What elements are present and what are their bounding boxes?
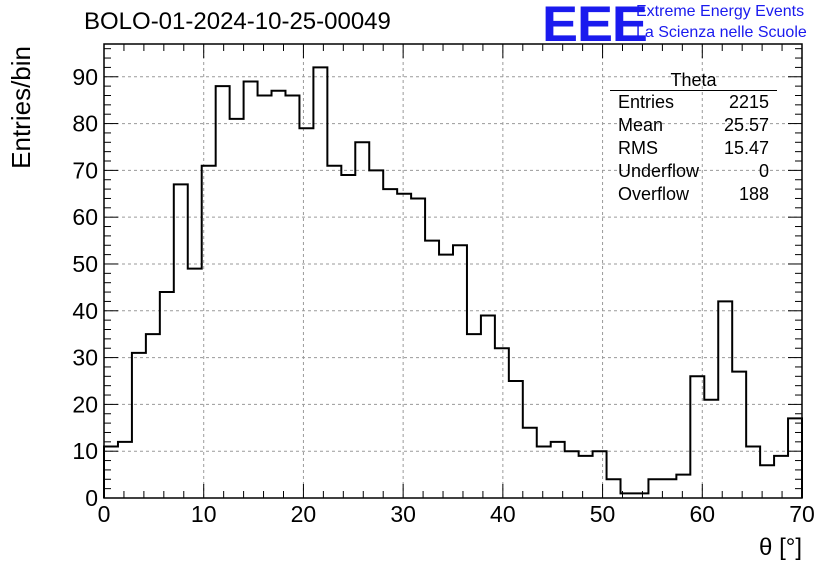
histogram-bin (272, 91, 286, 498)
histogram-bin (495, 348, 509, 498)
histogram-bin (732, 372, 746, 498)
histogram-bin (704, 400, 718, 498)
histogram-bin (690, 376, 704, 498)
x-tick-label: 0 (98, 501, 111, 527)
stats-label: Mean (618, 115, 664, 135)
histogram-bin (509, 381, 523, 498)
y-tick-label: 20 (72, 391, 98, 417)
histogram-bin (411, 198, 425, 498)
y-tick-label: 60 (72, 204, 98, 230)
x-tick-label: 50 (590, 501, 616, 527)
stats-value: 25.57 (723, 115, 769, 135)
x-tick-label: 40 (490, 501, 516, 527)
y-tick-label: 30 (72, 345, 98, 371)
histogram-bin (285, 95, 299, 498)
logo-text-line1: Extreme Energy Events (636, 3, 805, 20)
histogram-bin (202, 166, 216, 498)
histogram-bin (146, 334, 160, 498)
x-axis-label: θ [°] (759, 534, 802, 561)
y-tick-label: 0 (85, 485, 98, 511)
plot-frame (103, 43, 803, 499)
histogram-bin (188, 269, 202, 498)
histogram-bin (383, 189, 397, 498)
logo-text-line2: La Scienza nelle Scuole (636, 24, 807, 41)
histogram-bin (593, 451, 607, 498)
stats-row-underflow: Underflow 0 (610, 160, 777, 183)
histogram-bin (481, 315, 495, 498)
histogram-bin (341, 175, 355, 498)
stats-row-mean: Mean 25.57 (610, 114, 777, 137)
chart-title: BOLO-01-2024-10-25-00049 (84, 8, 391, 35)
histogram-bin (579, 456, 593, 498)
stats-row-rms: RMS 15.47 (610, 137, 777, 160)
x-tick-label: 70 (789, 501, 815, 527)
histogram-bin (565, 451, 579, 498)
stats-value: 2215 (728, 92, 769, 112)
histogram-bin (369, 170, 383, 498)
histogram-bin (244, 81, 258, 498)
histogram-bin (676, 475, 690, 498)
histogram-bin (662, 479, 676, 498)
stats-row-overflow: Overflow 188 (610, 183, 777, 206)
x-tick-label: 20 (291, 501, 317, 527)
histogram-bin (397, 194, 411, 498)
stats-label: RMS (618, 138, 658, 158)
stats-label: Overflow (618, 184, 690, 204)
histogram-outline (103, 66, 803, 498)
histogram-bin (258, 95, 272, 498)
histogram-bin (327, 166, 341, 498)
stats-row-entries: Entries 2215 (610, 91, 777, 114)
histogram-bin (160, 292, 174, 498)
histogram-bin (551, 442, 565, 498)
stats-label: Underflow (618, 161, 700, 181)
histogram-bin (467, 334, 481, 498)
histogram-bin (607, 479, 621, 498)
stats-label: Entries (618, 92, 675, 112)
histogram-bin (523, 428, 537, 498)
histogram-bin (313, 67, 327, 498)
y-tick-label: 90 (72, 64, 98, 90)
histogram-bin (774, 456, 788, 498)
histogram-bin (216, 86, 230, 498)
histogram-bin (537, 447, 551, 498)
histogram-bin (299, 128, 313, 498)
stats-title: Theta (610, 70, 777, 91)
histogram-bin (174, 184, 188, 498)
y-tick-label: 70 (72, 157, 98, 183)
stats-box: Theta Entries 2215 Mean 25.57 RMS 15.47 … (610, 70, 777, 206)
eee-logo-mark: EEE (542, 0, 648, 52)
histogram-bin (104, 447, 118, 498)
x-tick-label: 60 (689, 501, 715, 527)
histogram-bin (648, 479, 662, 498)
stats-value: 15.47 (723, 138, 769, 158)
histogram-bin (453, 245, 467, 498)
y-tick-label: 40 (72, 298, 98, 324)
y-tick-label: 50 (72, 251, 98, 277)
histogram-bin (718, 301, 732, 498)
histogram-bin (132, 353, 146, 498)
stats-value: 0 (758, 161, 769, 181)
histogram-bin (746, 447, 760, 498)
histogram-bin (355, 142, 369, 498)
x-tick-label: 30 (390, 501, 416, 527)
y-tick-label: 10 (72, 438, 98, 464)
y-axis-label: Entries/bin (6, 46, 36, 169)
histogram-bin (788, 418, 802, 498)
stats-value: 188 (738, 184, 769, 204)
histogram-bin (230, 119, 244, 498)
histogram-bin (439, 255, 453, 498)
x-tick-label: 10 (191, 501, 217, 527)
histogram-bin (425, 241, 439, 498)
histogram-bin (118, 442, 132, 498)
y-tick-label: 80 (72, 111, 98, 137)
